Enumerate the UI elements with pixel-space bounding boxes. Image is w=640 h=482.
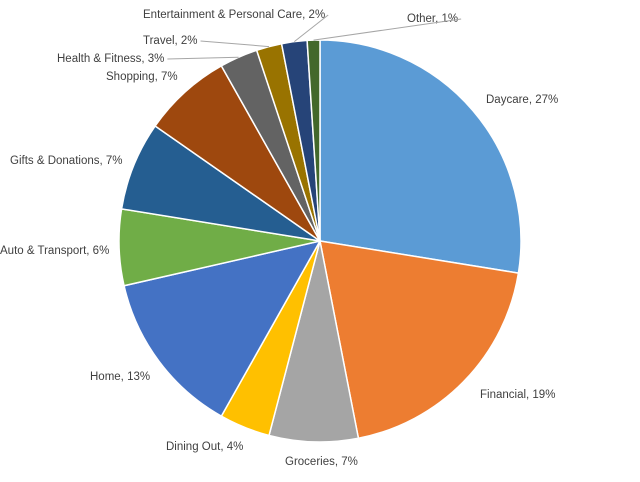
data-label: Entertainment & Personal Care, 2% xyxy=(143,9,325,21)
data-label: Home, 13% xyxy=(90,371,150,383)
pie-slice xyxy=(319,240,520,440)
pie-slice xyxy=(123,239,322,418)
data-label: Gifts & Donations, 7% xyxy=(10,155,123,167)
data-label: Shopping, 7% xyxy=(106,71,178,83)
data-label: Other, 1% xyxy=(407,13,458,25)
data-label: Health & Fitness, 3% xyxy=(57,53,164,65)
data-label: Auto & Transport, 6% xyxy=(0,245,109,257)
leader-line xyxy=(200,40,270,48)
data-label: Daycare, 27% xyxy=(486,94,558,106)
data-label: Travel, 2% xyxy=(143,35,198,47)
leader-line xyxy=(313,18,462,41)
leader-line xyxy=(293,14,329,43)
leader-line xyxy=(167,56,239,60)
pie-slice xyxy=(319,39,522,274)
data-label: Dining Out, 4% xyxy=(166,441,243,453)
data-label: Financial, 19% xyxy=(480,389,555,401)
data-label: Groceries, 7% xyxy=(285,456,358,468)
